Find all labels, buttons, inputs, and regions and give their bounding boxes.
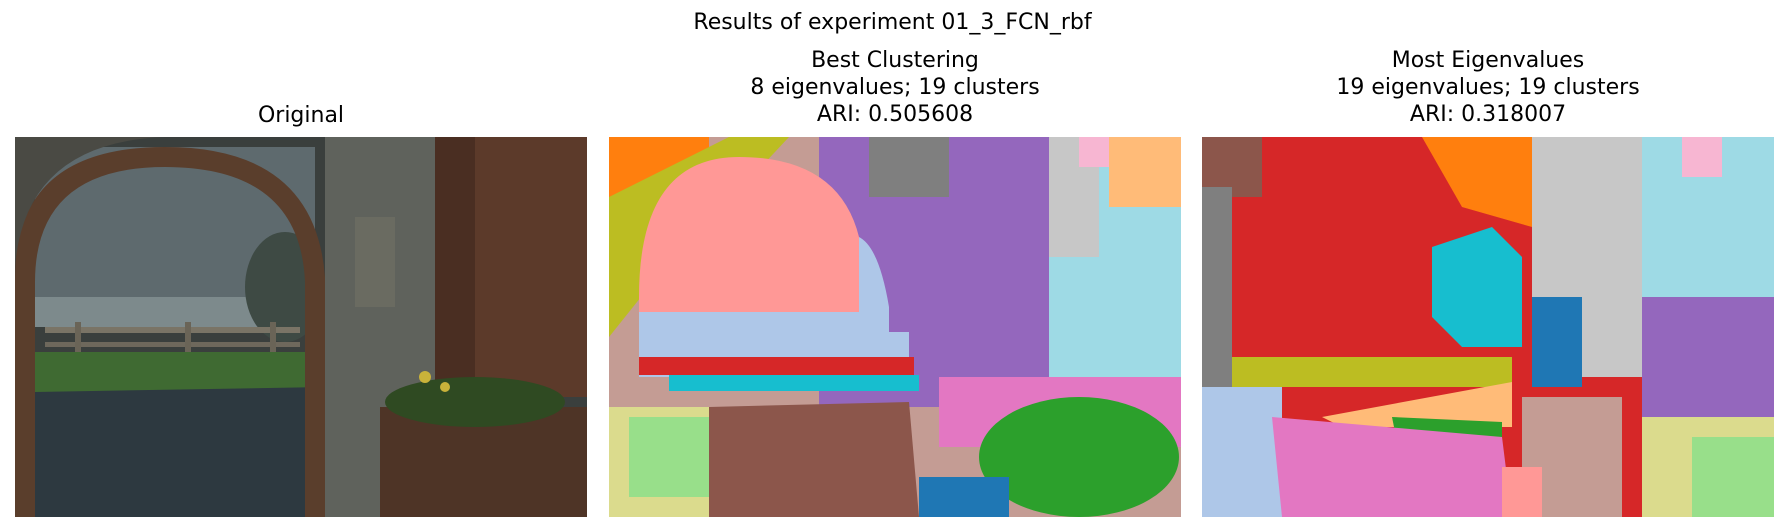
- panel-most-title-line-1: Most Eigenvalues: [1391, 48, 1585, 73]
- figure-suptitle: Results of experiment 01_3_FCN_rbf: [693, 10, 1092, 35]
- best-clustering-panel: [609, 137, 1181, 517]
- panel-best-title-line-3: ARI: 0.505608: [816, 102, 974, 127]
- original-photo: [15, 137, 587, 517]
- panel-best-clustering-title: Best Clustering 8 eigenvalues; 19 cluste…: [609, 47, 1181, 128]
- panel-original-title-line: Original: [257, 103, 345, 128]
- panel-most-title-line-3: ARI: 0.318007: [1409, 102, 1567, 127]
- panel-original-title: Original: [15, 102, 587, 129]
- best-clustering-segmentation: [609, 137, 1181, 517]
- original-image-panel: [15, 137, 587, 517]
- panel-best-title-line-1: Best Clustering: [811, 48, 979, 73]
- most-eigenvalues-panel: [1202, 137, 1774, 517]
- most-eigenvalues-segmentation: [1202, 137, 1774, 517]
- panel-best-title-line-2: 8 eigenvalues; 19 clusters: [750, 75, 1040, 100]
- panel-most-title-line-2: 19 eigenvalues; 19 clusters: [1336, 75, 1640, 100]
- panel-most-eigenvalues-title: Most Eigenvalues 19 eigenvalues; 19 clus…: [1202, 47, 1774, 128]
